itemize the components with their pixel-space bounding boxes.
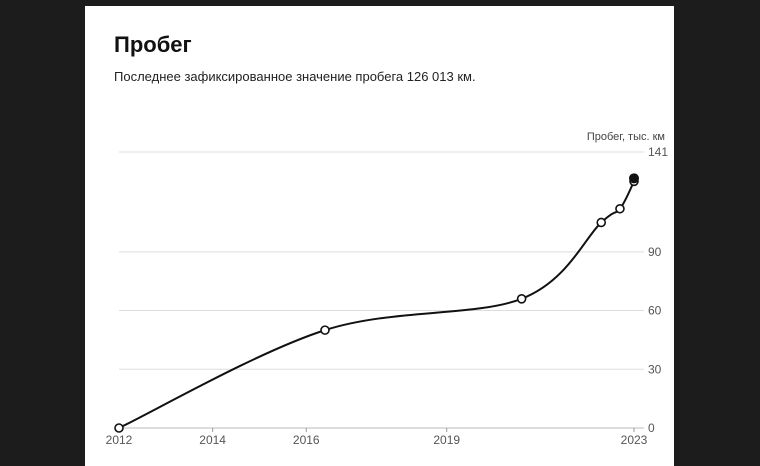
x-tick-labels: 2012 2014 2016 2019 2023: [106, 428, 648, 447]
y-tick-label: 90: [648, 245, 662, 259]
x-tick-label: 2019: [433, 433, 460, 447]
chart-subtitle: Последнее зафиксированное значение пробе…: [114, 69, 476, 84]
x-tick-label: 2012: [106, 433, 133, 447]
x-tick-label: 2016: [293, 433, 320, 447]
y-tick-label: 60: [648, 304, 662, 318]
data-point: [615, 203, 625, 214]
data-point: [596, 217, 607, 228]
y-tick-label: 141: [648, 145, 668, 159]
data-point: [114, 423, 124, 433]
y-tick-label: 0: [648, 421, 655, 435]
data-point: [320, 325, 330, 335]
data-point: [516, 294, 527, 304]
chart-title: Пробег: [114, 32, 192, 57]
last-value-point: [629, 173, 639, 184]
y-axis-unit-label: Пробег, тыс. км: [587, 131, 665, 143]
x-tick-label: 2023: [621, 433, 648, 447]
mileage-line: [118, 180, 635, 429]
y-tick-label: 30: [648, 362, 662, 376]
mileage-chart: 0 30 60 90 141 2012 2014 2016 2019 2023 Пробег, …: [106, 131, 669, 447]
chart-card: Пробег Последнее зафиксированное значени…: [85, 6, 674, 466]
data-points: [114, 173, 639, 433]
x-tick-label: 2014: [199, 433, 226, 447]
y-tick-labels: 0 30 60 90 141: [648, 145, 668, 435]
grid-lines: [119, 151, 644, 429]
